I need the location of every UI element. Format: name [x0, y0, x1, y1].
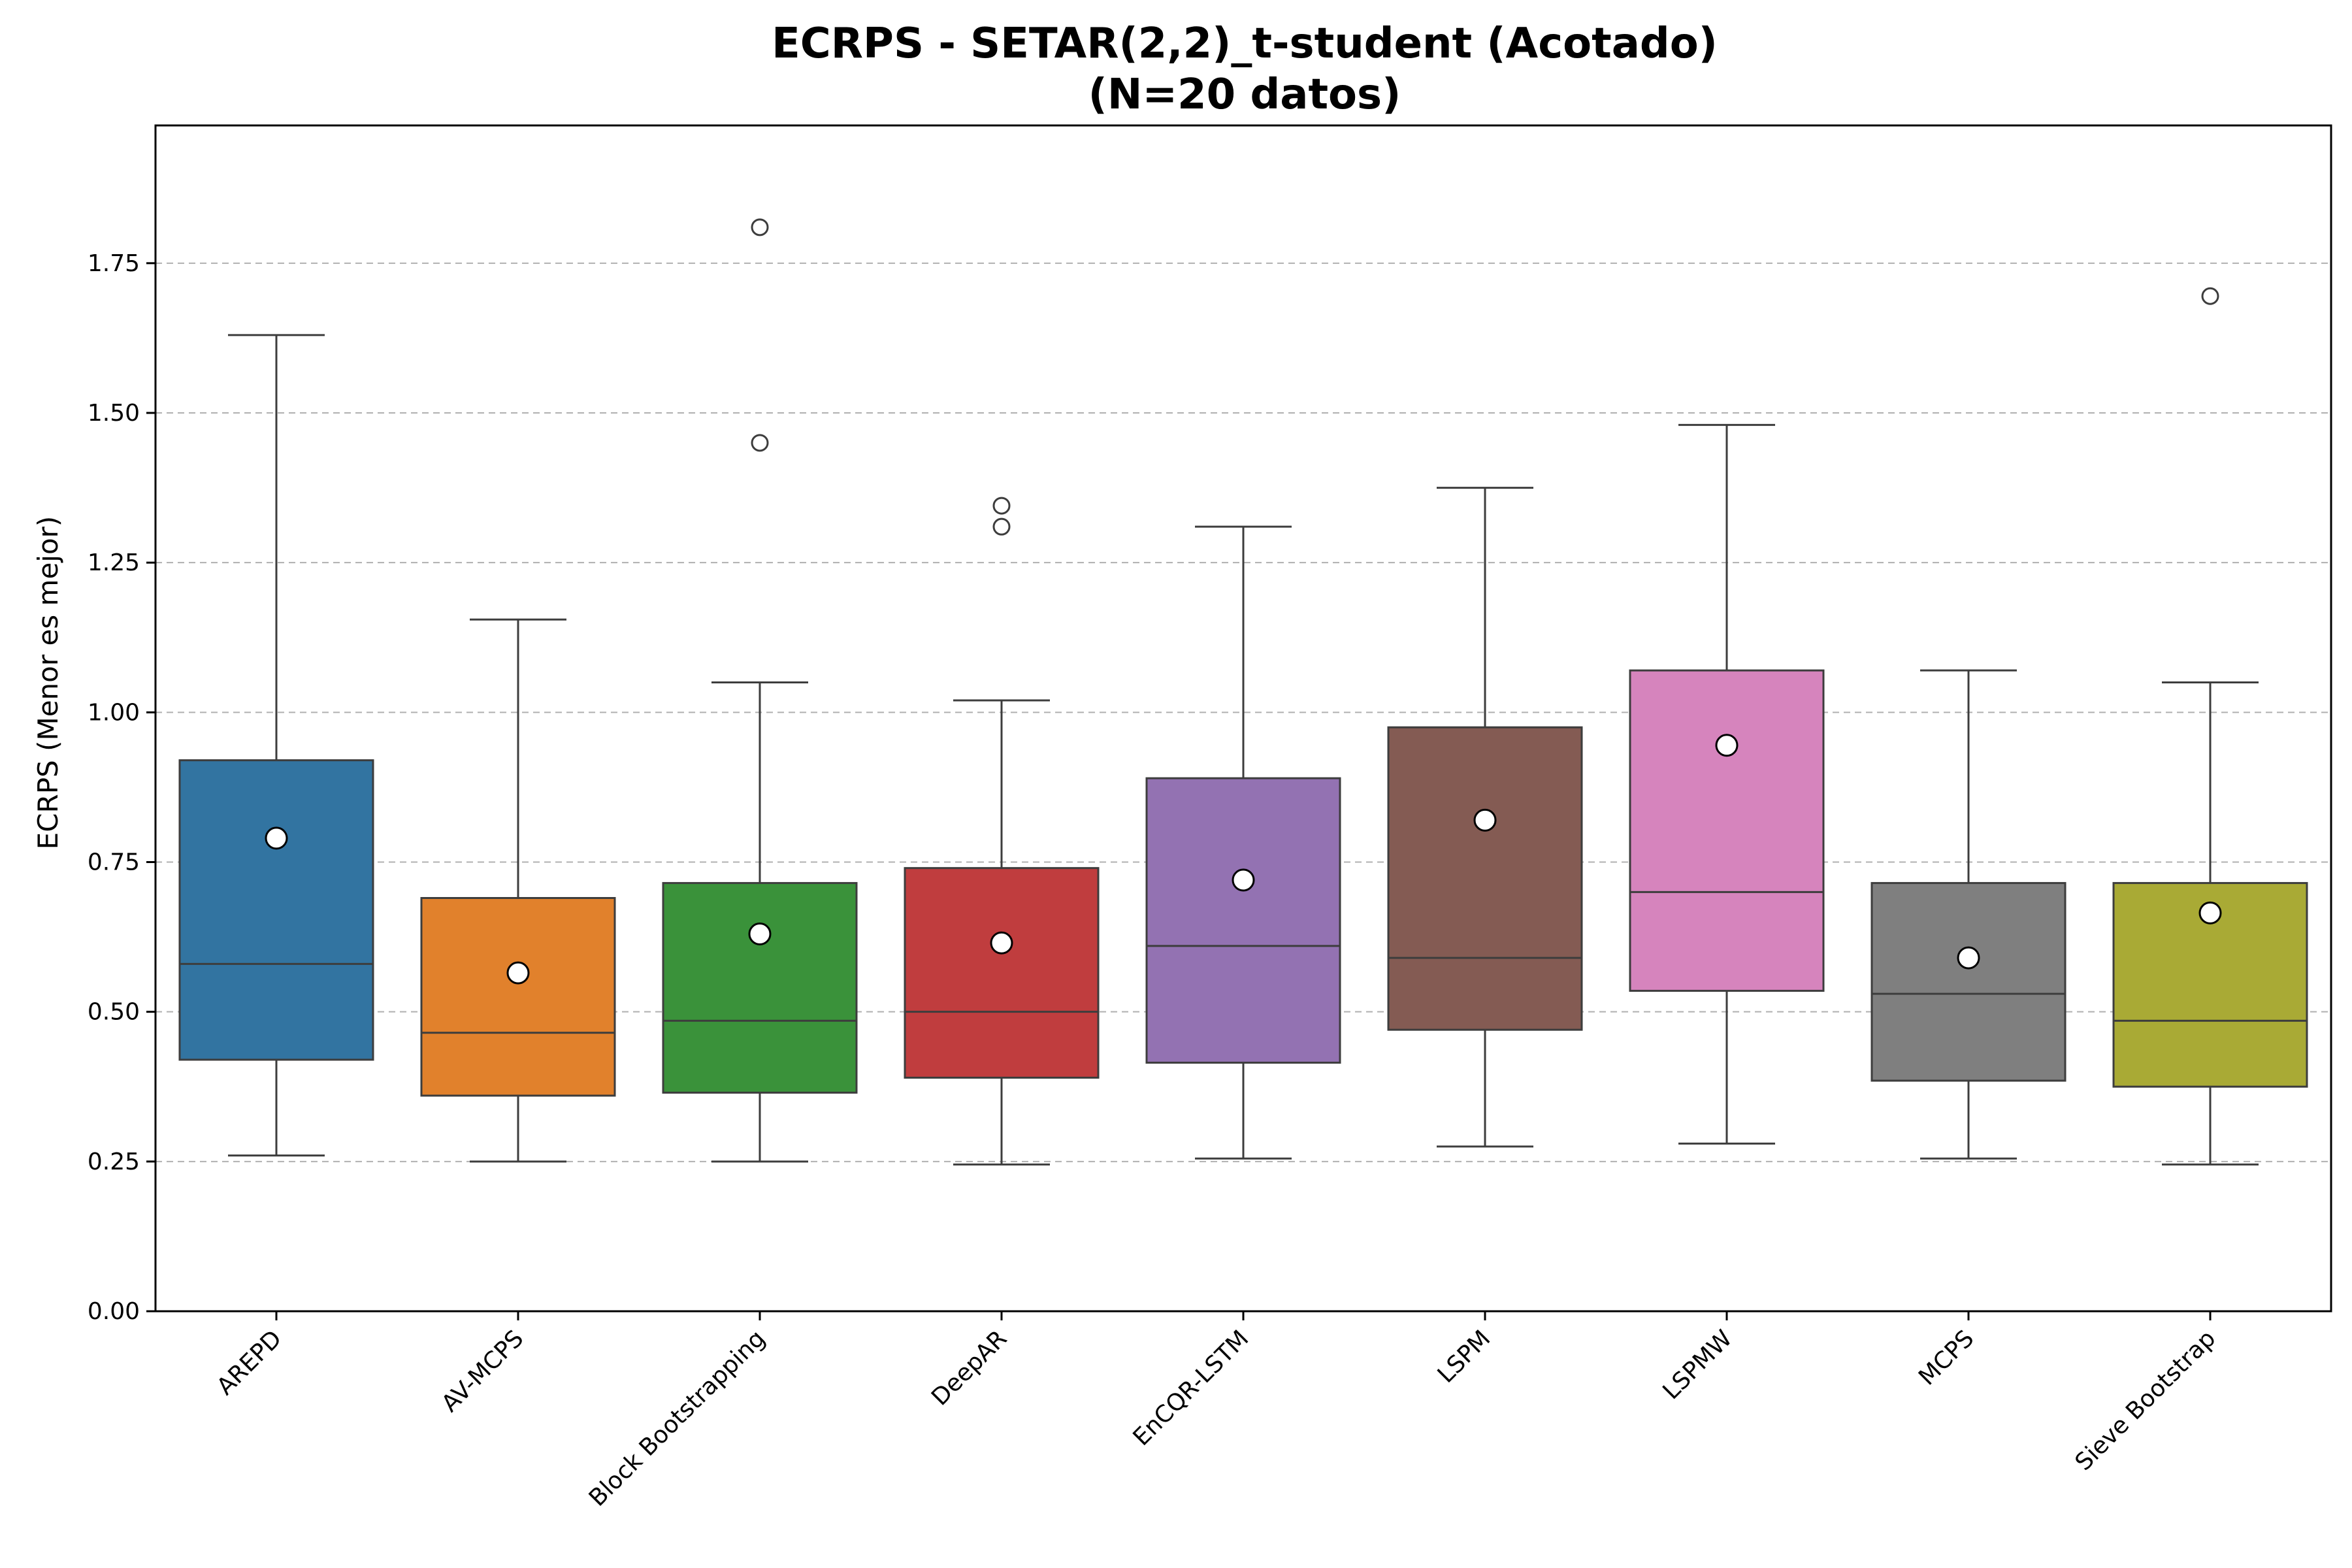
box-group-lspmw: [1629, 423, 1825, 1145]
x-tick-label: MCPS: [1914, 1325, 1979, 1390]
box-iqr: [1145, 777, 1341, 1064]
mean-marker: [1715, 734, 1739, 757]
outlier-point: [992, 517, 1011, 536]
x-tick-label: AV-MCPS: [436, 1325, 529, 1417]
x-tick-label: EnCQR-LSTM: [1128, 1325, 1254, 1451]
y-tick-label: 0.00: [88, 1298, 140, 1325]
mean-marker: [990, 931, 1013, 955]
mean-marker: [1473, 808, 1497, 832]
x-tick-label: LSPM: [1433, 1325, 1496, 1388]
box-group-block-bootstrapping: [662, 218, 858, 1163]
chart-subtitle: (N=20 datos): [1088, 71, 1401, 119]
box-iqr: [904, 867, 1100, 1079]
box-iqr: [1870, 882, 2066, 1082]
x-tick-label: AREPD: [212, 1325, 287, 1400]
x-tick-label: Block Bootstrapping: [584, 1325, 771, 1512]
box-group-deepar: [904, 497, 1100, 1166]
y-axis-ticks: 0.00 0.25 0.50 0.75 1.00 1.25 1.50 1.75: [88, 250, 155, 1325]
outlier-point: [751, 434, 769, 452]
box-group-sieve-bootstrap: [2112, 287, 2308, 1166]
box-iqr: [420, 897, 616, 1097]
box-group-av-mcps: [420, 618, 616, 1163]
box-series: [178, 218, 2308, 1166]
y-tick-label: 1.50: [88, 400, 140, 427]
mean-marker: [265, 826, 288, 850]
y-tick-label: 0.25: [88, 1149, 140, 1175]
y-tick-label: 1.25: [88, 549, 140, 576]
x-axis-ticks: AREPD AV-MCPS Block Bootstrapping DeepAR EnC…: [212, 1311, 2221, 1512]
outlier-point: [751, 218, 769, 237]
box-iqr: [1629, 669, 1825, 992]
outlier-point: [2201, 287, 2219, 305]
box-iqr: [1387, 726, 1583, 1031]
box-group-arepd: [178, 334, 374, 1157]
x-tick-label: DeepAR: [926, 1325, 1012, 1411]
box-iqr: [178, 759, 374, 1061]
mean-marker: [506, 961, 530, 985]
chart-title: ECRPS - SETAR(2,2)_t-student (Acotado): [772, 20, 1718, 68]
box-group-mcps: [1870, 669, 2066, 1160]
mean-marker: [1957, 946, 1980, 970]
y-tick-label: 0.75: [88, 849, 140, 876]
x-tick-label: Sieve Bootstrap: [2070, 1325, 2221, 1476]
outlier-point: [992, 497, 1011, 515]
y-tick-label: 1.75: [88, 250, 140, 277]
y-tick-label: 0.50: [88, 999, 140, 1026]
mean-marker: [748, 923, 772, 945]
mean-marker: [2198, 901, 2222, 924]
x-tick-label: LSPMW: [1658, 1325, 1738, 1405]
mean-marker: [1232, 868, 1255, 892]
box-group-lspm: [1387, 487, 1583, 1148]
box-group-encqr-lstm: [1145, 525, 1341, 1160]
y-tick-label: 1.00: [88, 699, 140, 726]
y-axis-label: ECRPS (Menor es mejor): [32, 516, 64, 850]
box-iqr: [662, 882, 858, 1094]
